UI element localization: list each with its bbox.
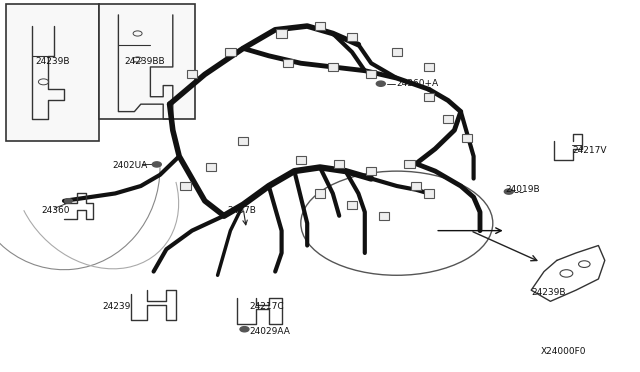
Bar: [328, 63, 338, 71]
Bar: [404, 160, 415, 168]
Bar: [225, 48, 236, 56]
Bar: [187, 70, 197, 78]
Text: 24019B: 24019B: [506, 185, 540, 194]
Text: 2402UA: 2402UA: [112, 161, 147, 170]
Circle shape: [376, 81, 385, 86]
Bar: [424, 189, 434, 198]
Bar: [315, 189, 325, 198]
Circle shape: [65, 199, 72, 203]
Circle shape: [152, 162, 161, 167]
Text: 24360+A: 24360+A: [397, 79, 439, 88]
Bar: [238, 137, 248, 145]
Bar: [392, 48, 402, 56]
Bar: [180, 182, 191, 190]
Bar: [6, 4, 99, 141]
Text: X24000F0: X24000F0: [541, 347, 586, 356]
Text: 24239B: 24239B: [35, 57, 70, 66]
Text: 24217V: 24217V: [573, 146, 607, 155]
Bar: [296, 156, 306, 164]
Bar: [424, 63, 434, 71]
Text: 24239BB: 24239BB: [125, 57, 165, 66]
Text: 2407B: 2407B: [227, 206, 256, 215]
Circle shape: [240, 327, 249, 332]
Circle shape: [504, 189, 513, 194]
Text: 24239: 24239: [102, 302, 131, 311]
Bar: [411, 182, 421, 190]
Bar: [366, 70, 376, 78]
Bar: [315, 22, 325, 30]
Text: 24217C: 24217C: [250, 302, 284, 311]
Text: 24360: 24360: [42, 206, 70, 215]
Bar: [424, 93, 434, 101]
Text: 24239B: 24239B: [531, 288, 566, 296]
Bar: [99, 4, 195, 119]
Bar: [462, 134, 472, 142]
Bar: [366, 167, 376, 175]
Bar: [334, 160, 344, 168]
Bar: [206, 163, 216, 171]
Bar: [276, 29, 287, 38]
Bar: [347, 33, 357, 41]
Bar: [443, 115, 453, 123]
Bar: [379, 212, 389, 220]
Bar: [347, 201, 357, 209]
Bar: [283, 59, 293, 67]
Text: 24029AA: 24029AA: [250, 327, 291, 336]
